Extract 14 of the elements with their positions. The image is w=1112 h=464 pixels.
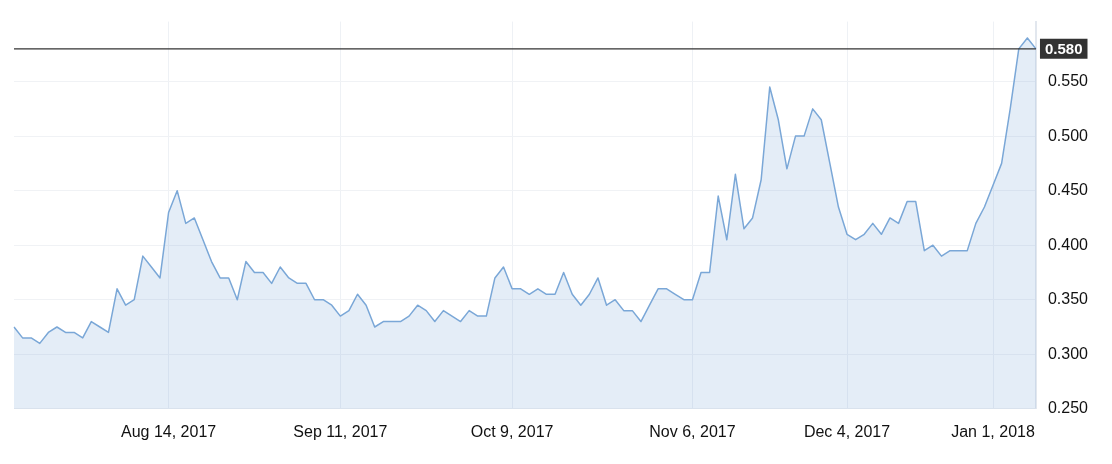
y-tick-label: 0.250 bbox=[1047, 399, 1089, 417]
ref-line-label: 0.580 bbox=[1044, 40, 1083, 58]
y-tick-label: 0.300 bbox=[1047, 344, 1089, 362]
x-tick-label: Nov 6, 2017 bbox=[649, 422, 736, 440]
y-tick-label: 0.350 bbox=[1047, 290, 1089, 308]
x-tick-label: Sep 11, 2017 bbox=[293, 422, 388, 440]
x-tick-label: Jan 1, 2018 bbox=[951, 422, 1035, 440]
y-tick-label: 0.500 bbox=[1047, 126, 1089, 144]
y-tick-label: 0.400 bbox=[1047, 235, 1089, 253]
x-tick-label: Dec 4, 2017 bbox=[803, 422, 891, 440]
y-tick-label: 0.450 bbox=[1047, 181, 1089, 199]
x-tick-label: Aug 14, 2017 bbox=[120, 422, 217, 440]
y-tick-label: 0.550 bbox=[1047, 71, 1089, 89]
x-tick-label: Oct 9, 2017 bbox=[470, 422, 554, 440]
